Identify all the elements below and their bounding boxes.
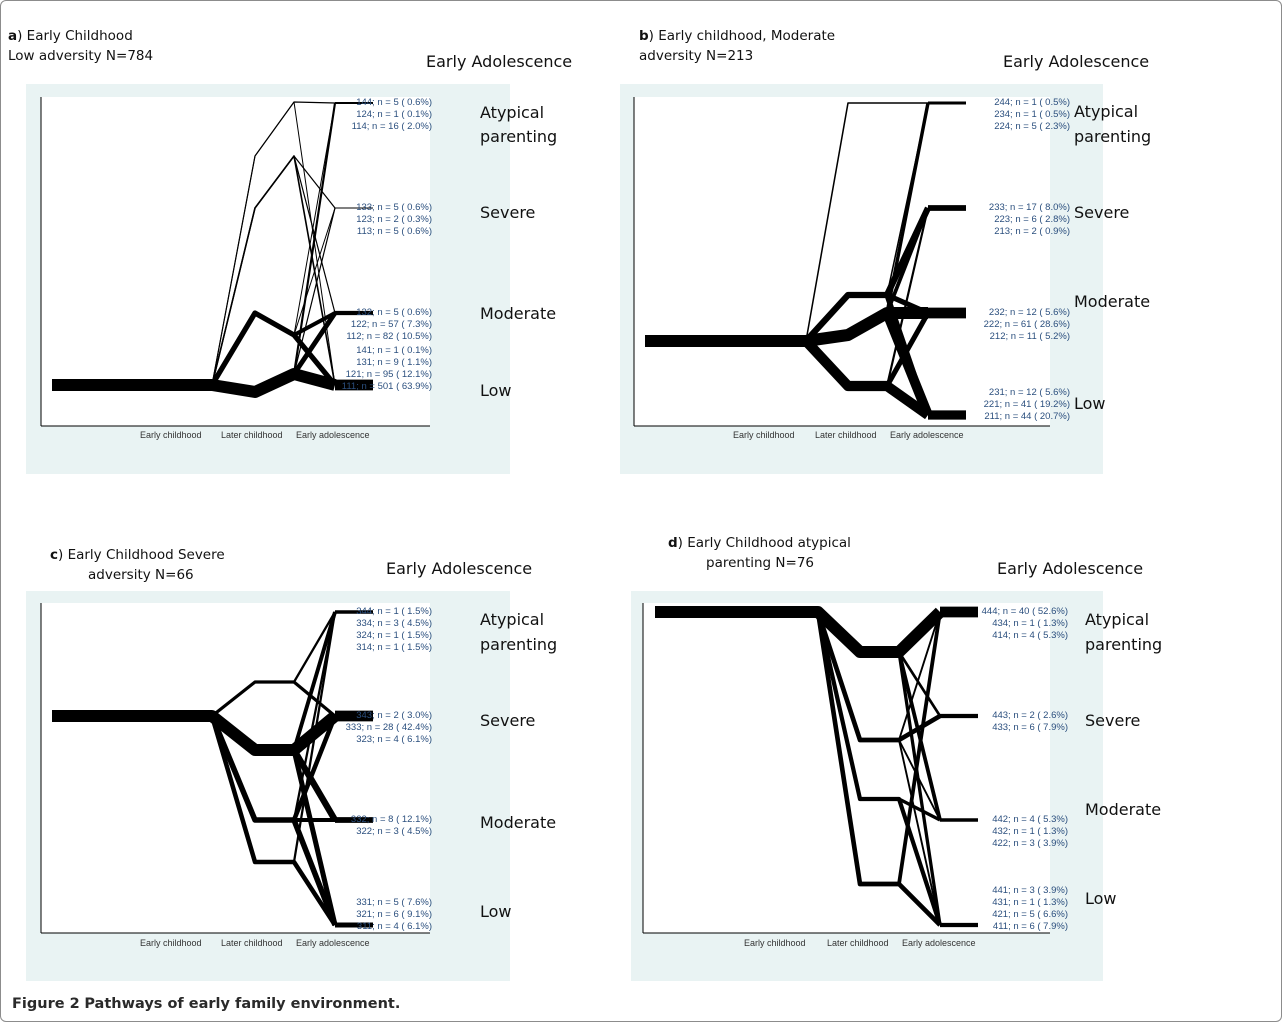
category-label-4: Atypical [1085,610,1149,629]
data-label-232: 232; n = 12 ( 5.6%) [989,307,1070,318]
pathway-line-111 [52,368,337,398]
category-label-3: Severe [1085,711,1140,730]
category-label-2: Moderate [480,304,556,323]
category-label-3: Severe [1074,203,1129,222]
data-label-442: 442; n = 4 ( 5.3%) [992,814,1068,825]
category-label-4-line2: parenting [1085,635,1162,654]
data-label-121: 121; n = 95 ( 12.1%) [346,369,432,380]
data-label-434: 434; n = 1 ( 1.3%) [992,618,1068,629]
data-label-324: 324; n = 1 ( 1.5%) [356,630,432,641]
x-tick-label: Later childhood [827,938,889,948]
category-label-3: Severe [480,711,535,730]
plot-area [643,603,1050,933]
data-label-334: 334; n = 3 ( 4.5%) [356,618,432,629]
category-label-2: Moderate [1085,800,1161,819]
category-label-4: Atypical [1074,102,1138,121]
data-label-114: 114; n = 16 ( 2.0%) [352,121,432,132]
data-label-131: 131; n = 9 ( 1.1%) [356,357,432,368]
figure-caption: Figure 2 Pathways of early family enviro… [12,996,401,1012]
panel-title-a: a) Early Childhood Low adversity N=784 [8,28,154,64]
x-tick-label: Early childhood [733,430,795,440]
data-label-343: 343; n = 2 ( 3.0%) [356,710,432,721]
data-label-224: 224; n = 5 ( 2.3%) [994,121,1070,132]
panel-header-b: Early Adolescence [1003,52,1150,71]
data-label-332: 332; n = 8 ( 12.1%) [351,814,432,825]
data-label-244: 244; n = 1 ( 0.5%) [994,97,1070,108]
x-tick-label: Early adolescence [296,430,370,440]
category-label-1: Low [480,381,512,400]
data-label-323: 323; n = 4 ( 6.1%) [356,734,432,745]
data-label-221: 221; n = 41 ( 19.2%) [984,399,1070,410]
data-label-132: 132; n = 5 ( 0.6%) [356,307,432,318]
data-label-314: 314; n = 1 ( 1.5%) [356,642,432,653]
panel-header-c: Early Adolescence [386,559,533,578]
data-label-122: 122; n = 57 ( 7.3%) [351,319,432,330]
category-label-2: Moderate [480,813,556,832]
data-label-112: 112; n = 82 ( 10.5%) [346,331,432,342]
panel-title-d: d) Early Childhood atypical parenting N=… [668,535,851,571]
data-label-123: 123; n = 2 ( 0.3%) [356,214,432,225]
data-label-421: 421; n = 5 ( 6.6%) [992,909,1068,920]
data-label-441: 441; n = 3 ( 3.9%) [992,885,1068,896]
x-tick-label: Early adolescence [902,938,976,948]
data-label-344: 344; n = 1 ( 1.5%) [356,606,432,617]
pathway-line-444 [655,606,945,658]
data-label-211: 211; n = 44 ( 20.7%) [984,411,1070,422]
category-label-2: Moderate [1074,292,1150,311]
x-tick-label: Early childhood [140,430,202,440]
category-label-4: Atypical [480,103,544,122]
plot-area [634,97,1050,426]
data-label-431: 431; n = 1 ( 1.3%) [992,897,1068,908]
data-label-144: 144; n = 5 ( 0.6%) [356,97,432,108]
category-label-4-line2: parenting [1074,127,1151,146]
pathway-line-222 [645,307,928,347]
data-label-311: 311; n = 4 ( 6.1%) [357,921,432,932]
data-label-222: 222; n = 61 ( 28.6%) [984,319,1070,330]
category-label-1: Low [480,902,512,921]
x-tick-label: Later childhood [221,430,283,440]
data-label-113: 113; n = 5 ( 0.6%) [357,226,432,237]
data-label-133: 133; n = 5 ( 0.6%) [356,202,432,213]
data-label-124: 124; n = 1 ( 0.1%) [356,109,432,120]
data-label-422: 422; n = 3 ( 3.9%) [992,838,1068,849]
data-label-111: 111; n = 501 ( 63.9%) [342,381,432,392]
x-tick-label: Early adolescence [890,430,964,440]
data-label-212: 212; n = 11 ( 5.2%) [990,331,1070,342]
data-label-234: 234; n = 1 ( 0.5%) [994,109,1070,120]
data-label-333: 333; n = 28 ( 42.4%) [346,722,432,733]
data-label-233: 233; n = 17 ( 8.0%) [989,202,1070,213]
data-label-141: 141; n = 1 ( 0.1%) [356,345,432,356]
category-label-4: Atypical [480,610,544,629]
x-tick-label: Early childhood [744,938,806,948]
panel-title-b: b) Early childhood, Moderate adversity N… [639,28,836,64]
panel-header-a: Early Adolescence [426,52,573,71]
category-label-1: Low [1085,889,1117,908]
data-label-444: 444; n = 40 ( 52.6%) [982,606,1068,617]
data-label-414: 414; n = 4 ( 5.3%) [992,630,1068,641]
data-label-432: 432; n = 1 ( 1.3%) [992,826,1068,837]
category-label-4-line2: parenting [480,635,557,654]
x-tick-label: Early childhood [140,938,202,948]
data-label-322: 322; n = 3 ( 4.5%) [356,826,432,837]
panel-title-c: c) Early Childhood Severe adversity N=66 [50,547,225,583]
data-label-223: 223; n = 6 ( 2.8%) [994,214,1070,225]
data-label-231: 231; n = 12 ( 5.6%) [989,387,1070,398]
data-label-331: 331; n = 5 ( 7.6%) [356,897,432,908]
data-label-443: 443; n = 2 ( 2.6%) [992,710,1068,721]
panel-header-d: Early Adolescence [997,559,1144,578]
category-label-3: Severe [480,203,535,222]
data-label-213: 213; n = 2 ( 0.9%) [994,226,1070,237]
data-label-433: 433; n = 6 ( 7.9%) [992,722,1068,733]
x-tick-label: Later childhood [221,938,283,948]
pathway-line-333 [52,710,339,756]
x-tick-label: Later childhood [815,430,877,440]
data-label-411: 411; n = 6 ( 7.9%) [993,921,1068,932]
data-label-321: 321; n = 6 ( 9.1%) [356,909,432,920]
category-label-1: Low [1074,394,1106,413]
category-label-4-line2: parenting [480,127,557,146]
x-tick-label: Early adolescence [296,938,370,948]
